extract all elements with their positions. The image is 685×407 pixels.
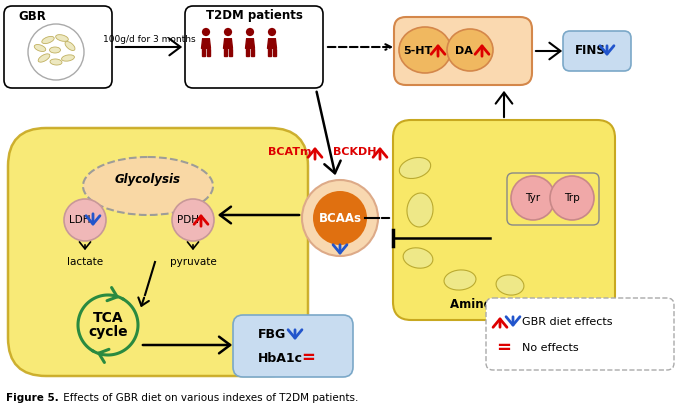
Text: DA: DA xyxy=(455,46,473,56)
Ellipse shape xyxy=(42,36,54,44)
Ellipse shape xyxy=(447,29,493,71)
Text: T2DM patients: T2DM patients xyxy=(206,9,303,22)
Polygon shape xyxy=(268,48,271,56)
Circle shape xyxy=(313,191,367,245)
Ellipse shape xyxy=(407,193,433,227)
Circle shape xyxy=(202,28,210,36)
Text: GBR: GBR xyxy=(18,11,46,24)
Polygon shape xyxy=(224,48,227,56)
Ellipse shape xyxy=(444,270,476,290)
Text: Trp: Trp xyxy=(564,193,580,203)
Polygon shape xyxy=(251,48,254,56)
Text: No effects: No effects xyxy=(522,343,579,353)
FancyBboxPatch shape xyxy=(4,6,112,88)
Ellipse shape xyxy=(38,54,50,62)
Ellipse shape xyxy=(34,44,46,52)
Text: lactate: lactate xyxy=(67,257,103,267)
Ellipse shape xyxy=(399,27,451,73)
FancyBboxPatch shape xyxy=(8,128,308,376)
Polygon shape xyxy=(202,48,206,56)
Ellipse shape xyxy=(496,275,524,295)
Text: Effects of GBR diet on various indexes of T2DM patients.: Effects of GBR diet on various indexes o… xyxy=(60,393,358,403)
Text: HbA1c: HbA1c xyxy=(258,352,303,365)
Circle shape xyxy=(302,180,378,256)
Circle shape xyxy=(246,28,254,36)
Circle shape xyxy=(64,199,106,241)
Polygon shape xyxy=(223,39,232,48)
FancyBboxPatch shape xyxy=(185,6,323,88)
Polygon shape xyxy=(229,48,232,56)
Text: 5-HT: 5-HT xyxy=(403,46,433,56)
FancyBboxPatch shape xyxy=(486,298,674,370)
Text: =: = xyxy=(496,339,511,357)
Text: cycle: cycle xyxy=(88,325,128,339)
FancyBboxPatch shape xyxy=(394,17,532,85)
Text: PDH: PDH xyxy=(177,215,199,225)
Ellipse shape xyxy=(62,55,75,61)
Polygon shape xyxy=(207,48,210,56)
Circle shape xyxy=(268,28,276,36)
Circle shape xyxy=(511,176,555,220)
Text: Glycolysis: Glycolysis xyxy=(115,173,181,186)
FancyBboxPatch shape xyxy=(563,31,631,71)
Text: Figure 5.: Figure 5. xyxy=(6,393,59,403)
Polygon shape xyxy=(245,39,255,48)
FancyBboxPatch shape xyxy=(393,120,615,320)
FancyBboxPatch shape xyxy=(233,315,353,377)
Polygon shape xyxy=(273,48,276,56)
Circle shape xyxy=(224,28,232,36)
Polygon shape xyxy=(268,39,277,48)
Text: LDH: LDH xyxy=(69,215,90,225)
Text: FBG: FBG xyxy=(258,328,286,341)
Text: GBR diet effects: GBR diet effects xyxy=(522,317,612,327)
Ellipse shape xyxy=(49,47,60,53)
Text: BCAAs: BCAAs xyxy=(319,212,362,225)
Circle shape xyxy=(28,24,84,80)
Polygon shape xyxy=(201,39,210,48)
Text: TCA: TCA xyxy=(92,311,123,325)
Ellipse shape xyxy=(55,35,68,42)
Ellipse shape xyxy=(403,248,433,268)
Ellipse shape xyxy=(50,59,62,65)
Text: BCKDH: BCKDH xyxy=(333,147,377,157)
Circle shape xyxy=(172,199,214,241)
Text: BCATm: BCATm xyxy=(269,147,312,157)
Text: Tyr: Tyr xyxy=(525,193,540,203)
Text: pyruvate: pyruvate xyxy=(170,257,216,267)
Ellipse shape xyxy=(399,158,431,179)
Ellipse shape xyxy=(65,42,75,50)
Text: 100g/d for 3 months: 100g/d for 3 months xyxy=(103,35,195,44)
Text: =: = xyxy=(301,349,315,367)
Ellipse shape xyxy=(83,157,213,215)
Text: Amino Acid Pool: Amino Acid Pool xyxy=(451,298,558,311)
Polygon shape xyxy=(246,48,249,56)
Text: FINS: FINS xyxy=(575,44,606,57)
Circle shape xyxy=(550,176,594,220)
